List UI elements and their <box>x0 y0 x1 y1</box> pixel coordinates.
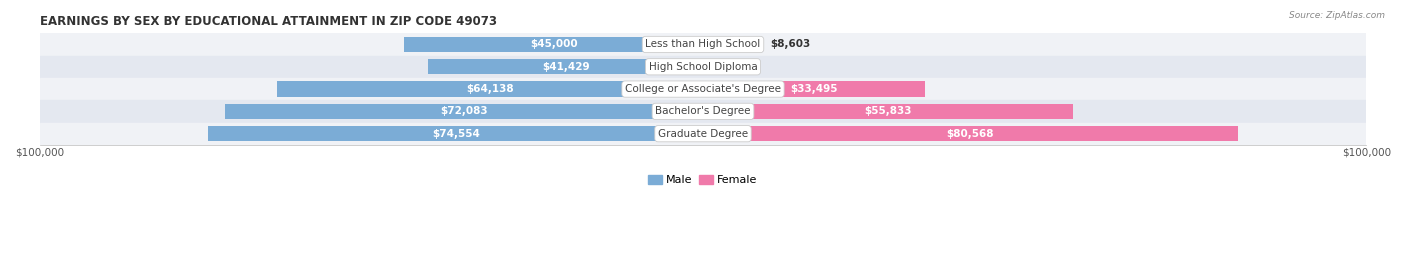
Text: EARNINGS BY SEX BY EDUCATIONAL ATTAINMENT IN ZIP CODE 49073: EARNINGS BY SEX BY EDUCATIONAL ATTAINMEN… <box>39 15 496 28</box>
Text: Graduate Degree: Graduate Degree <box>658 129 748 139</box>
Bar <box>703 82 925 97</box>
Bar <box>39 33 1367 56</box>
Text: Source: ZipAtlas.com: Source: ZipAtlas.com <box>1289 11 1385 20</box>
Text: Less than High School: Less than High School <box>645 40 761 49</box>
Text: $45,000: $45,000 <box>530 40 578 49</box>
Text: High School Diploma: High School Diploma <box>648 62 758 72</box>
Text: $33,495: $33,495 <box>790 84 838 94</box>
Bar <box>277 82 703 97</box>
Bar <box>225 104 703 119</box>
Bar <box>703 37 761 52</box>
Text: College or Associate's Degree: College or Associate's Degree <box>626 84 780 94</box>
Text: $80,568: $80,568 <box>946 129 994 139</box>
Legend: Male, Female: Male, Female <box>644 170 762 189</box>
Bar <box>703 126 1237 141</box>
Bar <box>405 37 703 52</box>
Bar <box>39 100 1367 122</box>
Text: $72,083: $72,083 <box>440 106 488 116</box>
Bar <box>39 56 1367 78</box>
Bar <box>39 122 1367 145</box>
Text: $64,138: $64,138 <box>467 84 515 94</box>
Text: $8,603: $8,603 <box>770 40 810 49</box>
Bar <box>39 78 1367 100</box>
Bar <box>208 126 703 141</box>
Text: $41,429: $41,429 <box>541 62 589 72</box>
Text: $74,554: $74,554 <box>432 129 479 139</box>
Bar <box>703 104 1073 119</box>
Text: $55,833: $55,833 <box>865 106 912 116</box>
Bar <box>429 59 703 74</box>
Text: Bachelor's Degree: Bachelor's Degree <box>655 106 751 116</box>
Text: $0: $0 <box>723 62 737 72</box>
